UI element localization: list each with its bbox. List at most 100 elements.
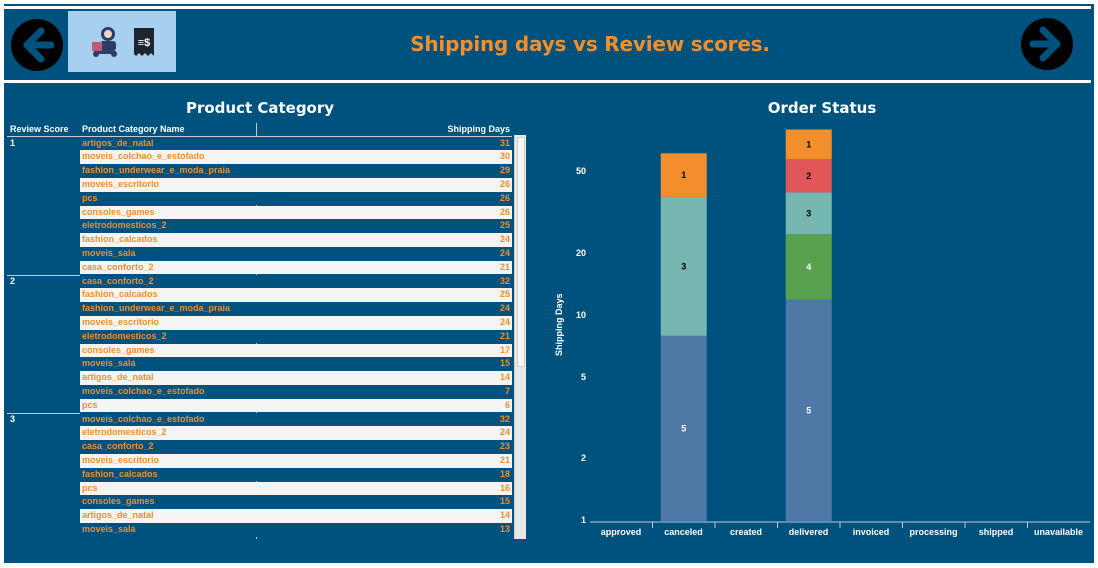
shipping-days-cell: 32: [499, 275, 510, 286]
review-score-cell: 1: [10, 137, 16, 148]
bar-segment-label: 5: [681, 423, 686, 433]
bar-segment-delivered-score-5[interactable]: [785, 299, 832, 521]
category-name-cell: consoles_games: [82, 344, 155, 355]
bar-segment-delivered-score-1[interactable]: [785, 129, 832, 160]
table-row[interactable]: pcs 6: [80, 398, 512, 413]
header-shipping-days: Shipping Days: [447, 124, 510, 134]
category-name-cell: artigos_de_natal: [82, 372, 154, 383]
category-name-cell: moveis_escritorio: [82, 178, 160, 189]
y-tick-label: 20: [575, 248, 586, 259]
shipping-days-cell: 14: [499, 510, 510, 521]
logo: ≡$: [68, 11, 176, 72]
shipping-days-cell: 23: [499, 441, 510, 452]
y-axis-label: Shipping Days: [554, 293, 564, 356]
category-name-cell: eletrodomesticos_2: [82, 220, 167, 231]
category-name-cell: pcs: [82, 192, 98, 203]
bar-segment-canceled-score-5[interactable]: [660, 335, 707, 521]
bar-segment-canceled-score-3[interactable]: [660, 196, 707, 336]
category-name-cell: moveis_colchao_e_estofado: [82, 413, 205, 424]
table-row[interactable]: moveis_sala 24: [80, 246, 512, 261]
shipping-days-cell: 24: [499, 247, 510, 258]
category-name-cell: fashion_calcados: [82, 289, 158, 300]
x-tick-label: unavailable: [1033, 527, 1084, 537]
table-row[interactable]: eletrodomesticos_2 21: [80, 329, 512, 344]
table-row[interactable]: artigos_de_natal 31: [80, 136, 512, 151]
shipping-days-cell: 31: [499, 137, 510, 148]
table-scrollbar[interactable]: [514, 135, 526, 539]
review-score-cell: 2: [10, 275, 16, 286]
bar-segment-delivered-score-2[interactable]: [785, 159, 832, 193]
bar-segment-label: 4: [806, 262, 811, 272]
x-tick-label: shipped: [978, 527, 1014, 537]
table-row[interactable]: moveis_colchao_e_estofado 32: [80, 412, 512, 427]
table-row[interactable]: consoles_games 26: [80, 205, 512, 220]
shipping-days-cell: 18: [499, 468, 510, 479]
shipping-days-cell: 16: [499, 482, 510, 493]
bar-segment-label: 5: [806, 405, 811, 415]
bar-segment-delivered-score-4[interactable]: [785, 234, 832, 300]
y-tick-label: 50: [575, 166, 586, 177]
shipping-days-cell: 15: [499, 496, 510, 507]
table-row[interactable]: artigos_de_natal 14: [80, 371, 512, 385]
category-name-cell: fashion_calcados: [82, 234, 158, 245]
shipping-days-cell: 15: [499, 358, 510, 369]
shipping-days-cell: 29: [499, 165, 510, 176]
y-tick-label: 2: [580, 453, 586, 464]
scrollbar-thumb[interactable]: [517, 137, 525, 367]
table-row[interactable]: fashion_calcados 18: [80, 467, 512, 482]
category-name-cell: eletrodomesticos_2: [82, 427, 167, 438]
shipping-days-cell: 32: [499, 413, 510, 424]
table-row[interactable]: moveis_escritorio 21: [80, 453, 512, 468]
shipping-days-cell: 25: [499, 220, 510, 231]
shipping-days-cell: 6: [504, 399, 510, 410]
shipping-days-cell: 21: [499, 454, 510, 465]
order-status-title: Order Status: [767, 99, 877, 117]
shipping-days-cell: 26: [499, 192, 510, 203]
shipping-days-cell: 13: [499, 523, 510, 534]
table-row[interactable]: fashion_calcados 24: [80, 233, 512, 247]
table-row[interactable]: eletrodomesticos_2 25: [80, 219, 512, 234]
table-row[interactable]: casa_conforto_2 32: [80, 274, 512, 289]
bar-segment-canceled-score-1[interactable]: [660, 153, 707, 197]
table-row[interactable]: moveis_colchao_e_estofado 30: [80, 150, 512, 165]
bar-segment-label: 1: [681, 170, 686, 180]
category-name-cell: eletrodomesticos_2: [82, 330, 167, 341]
category-name-cell: fashion_calcados: [82, 468, 158, 479]
category-name-cell: pcs: [82, 482, 98, 493]
table-row[interactable]: fashion_underwear_e_moda_praia 24: [80, 302, 512, 316]
forward-button[interactable]: [1021, 18, 1073, 70]
table-row[interactable]: fashion_underwear_e_moda_praia 29: [80, 164, 512, 178]
table-row[interactable]: pcs 16: [80, 481, 512, 496]
table-row[interactable]: moveis_sala 15: [80, 357, 512, 372]
category-name-cell: casa_conforto_2: [82, 261, 154, 272]
table-row[interactable]: fashion_calcados 25: [80, 288, 512, 303]
x-tick-label: created: [729, 527, 763, 537]
bar-segment-label: 1: [806, 139, 811, 149]
table-row[interactable]: moveis_escritorio 24: [80, 315, 512, 330]
category-name-cell: moveis_sala: [82, 247, 136, 258]
table-row[interactable]: consoles_games 17: [80, 343, 512, 358]
table-row[interactable]: consoles_games 15: [80, 495, 512, 510]
table-row[interactable]: eletrodomesticos_2 24: [80, 426, 512, 441]
category-name-cell: casa_conforto_2: [82, 441, 154, 452]
shipping-days-cell: 21: [499, 261, 510, 272]
shipping-days-cell: 24: [499, 303, 510, 314]
x-tick-label: delivered: [788, 527, 829, 537]
table-row[interactable]: artigos_de_natal 14: [80, 509, 512, 523]
category-name-cell: moveis_sala: [82, 358, 136, 369]
table-row[interactable]: pcs 26: [80, 191, 512, 206]
header-top-divider: [4, 6, 1091, 9]
shipping-days-cell: 7: [504, 385, 510, 396]
bar-segment-delivered-score-3[interactable]: [785, 192, 832, 235]
shipping-days-cell: 21: [499, 330, 510, 341]
shipping-days-cell: 24: [499, 427, 510, 438]
back-button[interactable]: [11, 19, 63, 71]
category-name-cell: moveis_colchao_e_estofado: [82, 385, 205, 396]
table-row[interactable]: casa_conforto_2 21: [80, 260, 512, 275]
category-name-cell: artigos_de_natal: [82, 137, 154, 148]
table-row[interactable]: casa_conforto_2 23: [80, 440, 512, 454]
table-row[interactable]: moveis_sala 13: [80, 522, 512, 537]
category-name-cell: artigos_de_natal: [82, 510, 154, 521]
table-row[interactable]: moveis_escritorio 26: [80, 177, 512, 192]
table-row[interactable]: moveis_colchao_e_estofado 7: [80, 384, 512, 399]
